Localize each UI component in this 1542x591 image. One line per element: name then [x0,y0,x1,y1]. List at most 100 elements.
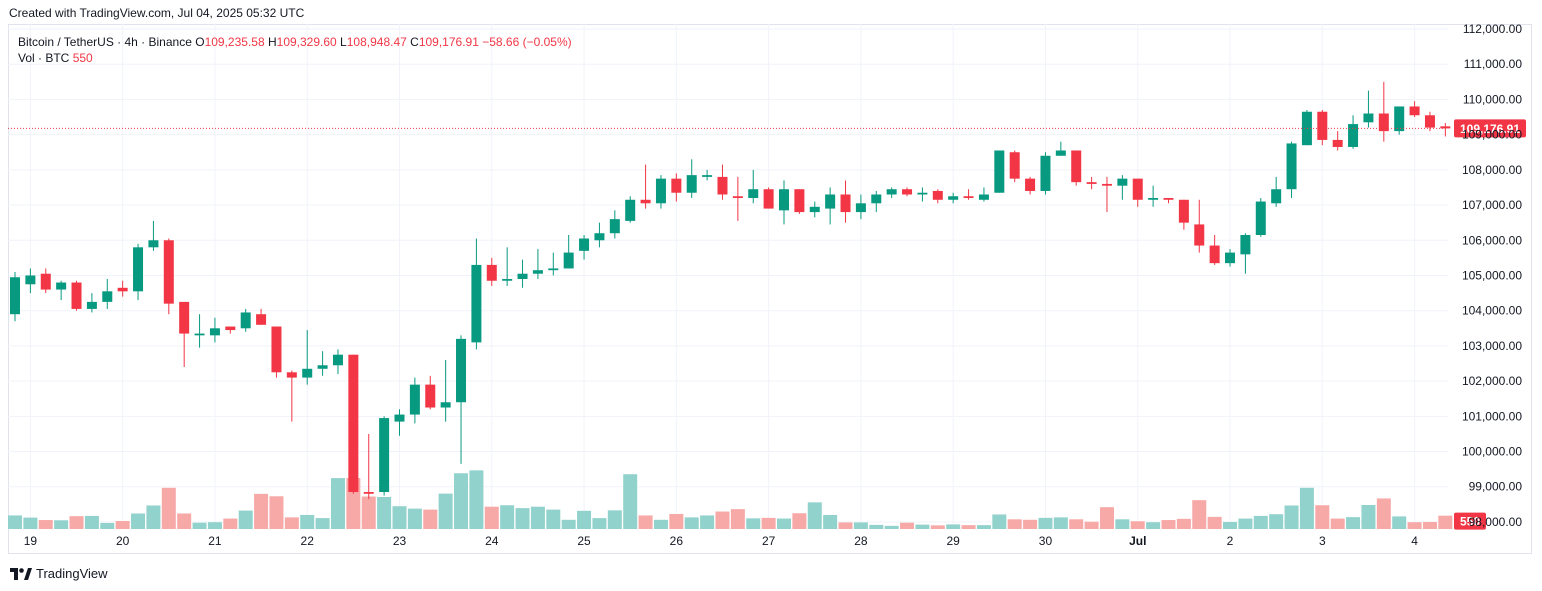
y-tick-label: 108,000.00 [1462,163,1522,177]
candle-body [1055,150,1066,156]
candle [1132,178,1143,207]
candle-body [486,264,497,281]
volume-bar [1130,521,1145,529]
candle-body [256,314,267,325]
candle [348,354,359,494]
candle-body [1086,182,1097,184]
candle [209,317,220,343]
volume-bar [869,524,884,529]
candle [978,187,989,202]
candle-body [286,372,297,378]
candle [1117,175,1128,200]
candle [1301,109,1312,146]
candle-body [517,273,528,279]
volume-bar [1192,500,1207,529]
candle [1009,150,1020,183]
x-tick-label: 28 [854,534,868,548]
volume-bar [254,493,269,529]
created-with-text: Created with TradingView.com, Jul 04, 20… [9,6,305,20]
candle [794,189,805,214]
candle [779,180,789,225]
x-tick-label: 20 [116,534,130,548]
y-tick-label: 110,000.00 [1463,92,1522,106]
candle [40,268,51,294]
volume-bars [8,470,1453,529]
volume-bar [69,516,84,529]
footer-brand[interactable]: TradingView [10,566,108,581]
candle-body [133,247,144,292]
candle-body [1040,155,1051,191]
y-tick-label: 102,000.00 [1462,374,1522,388]
candlestick-chart[interactable]: 109,176.91 550 98,000.00 99,000.00 100,000.… [8,24,1532,554]
y-tick-label: 106,000.00 [1462,233,1522,247]
legend-close-value: 109,176.91 [418,35,479,49]
legend-volume-label[interactable]: Vol · BTC [18,51,70,65]
volume-bar [1392,516,1407,529]
candle-body [163,240,174,304]
price-axis: 98,000.00 99,000.00 100,000.00 101,000.00 10… [1462,24,1522,529]
candle [332,349,343,375]
volume-bar [238,510,253,529]
x-tick-label: Jul [1129,534,1146,548]
candle [1378,81,1389,142]
volume-bar [515,508,530,529]
volume-bar [1330,518,1345,529]
candle [748,169,759,204]
candle-body [240,312,251,329]
y-tick-label: 105,000.00 [1462,268,1522,282]
candle [56,280,67,301]
candle [286,370,297,422]
volume-bar [23,517,38,529]
candle-body [302,368,313,378]
candle [486,257,497,287]
candle [902,187,913,197]
candle [994,150,1005,193]
volume-bar [1023,519,1038,529]
candle-body [763,189,774,209]
y-tick-label: 112,000.00 [1463,24,1522,36]
volume-bar [823,514,838,529]
candle [1240,233,1251,274]
candle [686,159,697,199]
volume-bar [146,505,161,529]
candle-body [1071,150,1082,183]
chart-border [8,24,1532,554]
volume-bar [1376,498,1391,529]
candle-body [317,365,328,369]
candle [102,279,113,309]
candle [1209,234,1220,265]
x-tick-label: 26 [670,534,684,548]
volume-bar [330,478,345,529]
candle-body [10,277,20,315]
candle [163,238,174,315]
volume-bar [469,470,484,529]
candle [1194,199,1205,253]
candle [640,164,651,209]
candle-body [1424,115,1435,128]
legend-low-value: 108,948.47 [346,35,407,49]
candle-body [1332,139,1343,147]
volume-bar [131,513,146,529]
candle-body [702,175,713,177]
volume-bar [1299,487,1314,529]
volume-bar [407,508,422,529]
chart-frame[interactable]: 109,176.91 550 98,000.00 99,000.00 100,000.… [8,24,1532,554]
candle-body [1363,113,1374,123]
candle-body [1025,178,1036,191]
candle-body [932,190,943,200]
volume-bar [1284,505,1299,529]
volume-bar [638,515,653,529]
candle-body [1409,106,1420,116]
candle-body [779,189,789,211]
candle [1178,199,1189,230]
candle-body [655,178,666,204]
candle [302,330,313,385]
candle [256,308,267,325]
y-tick-label: 104,000.00 [1462,304,1522,318]
volume-bar [1146,522,1161,529]
volume-bar [715,511,730,529]
volume-bar [700,515,715,529]
volume-bar [546,509,561,529]
volume-bar [361,496,376,529]
legend-symbol[interactable]: Bitcoin / TetherUS · 4h · Binance [18,35,192,49]
